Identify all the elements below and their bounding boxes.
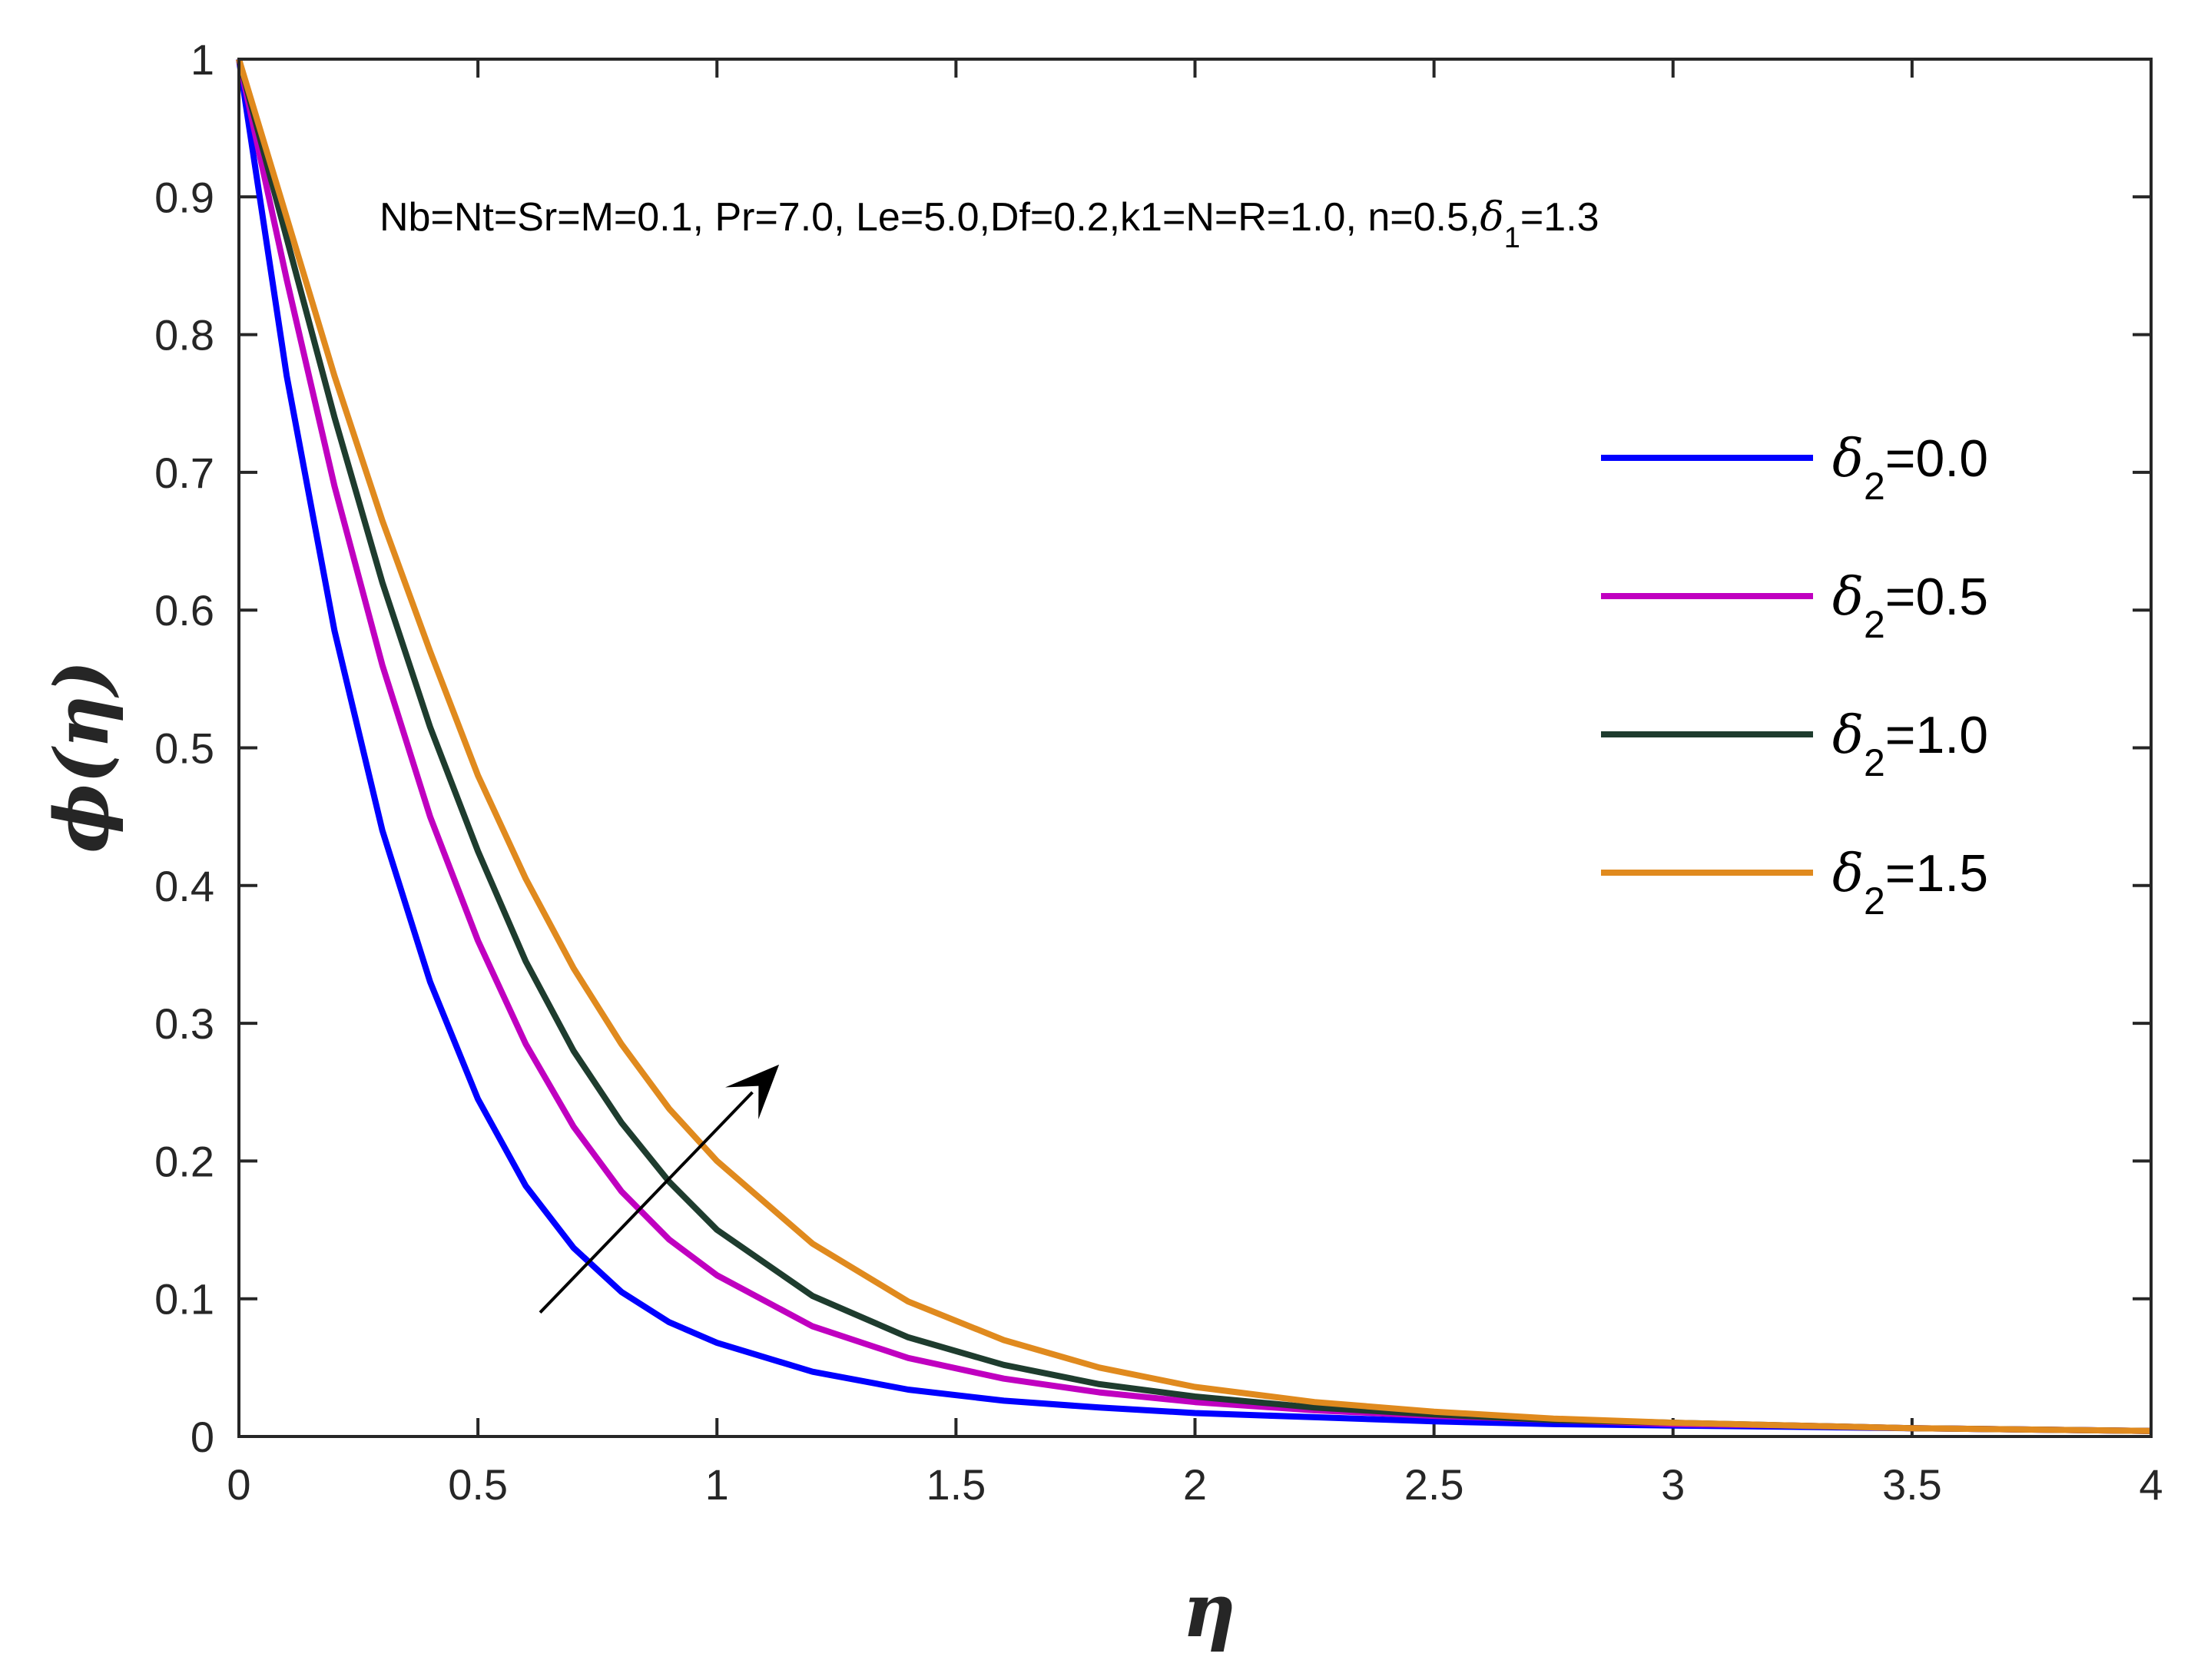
legend: δ2=0.0 δ2=0.5 δ2=1.0 δ2=1.5 bbox=[1601, 429, 1988, 923]
x-tick-label: 0 bbox=[227, 1460, 250, 1509]
x-tick-label: 0.5 bbox=[448, 1460, 508, 1509]
y-tick-label: 0.9 bbox=[154, 173, 214, 221]
y-tick-label: 0.2 bbox=[154, 1137, 214, 1185]
legend-label-1: δ2=0.5 bbox=[1832, 567, 1988, 646]
y-tick-label: 0.7 bbox=[154, 449, 214, 497]
x-tick-label: 3 bbox=[1661, 1460, 1685, 1509]
y-tick-label: 0.6 bbox=[154, 586, 214, 635]
plot-frame bbox=[237, 58, 2153, 1438]
series-line-3 bbox=[236, 58, 2152, 1434]
y-tick-label: 0 bbox=[191, 1413, 214, 1461]
trend-arrow-head bbox=[725, 1064, 780, 1120]
y-tick-label: 0.8 bbox=[154, 311, 214, 360]
y-axis-label: ϕ(η) bbox=[38, 660, 125, 853]
trend-arrow-line bbox=[539, 1091, 754, 1314]
y-tick-label: 0.3 bbox=[154, 999, 214, 1048]
x-tick-label: 1 bbox=[705, 1460, 729, 1509]
x-tick-label: 3.5 bbox=[1882, 1460, 1942, 1509]
y-tick-label: 1 bbox=[191, 35, 214, 84]
y-tick-label: 0.5 bbox=[154, 724, 214, 773]
y-tick-label: 0.1 bbox=[154, 1275, 214, 1324]
x-axis-label: η bbox=[1182, 1567, 1236, 1654]
legend-label-2: δ2=1.0 bbox=[1832, 705, 1988, 784]
x-tick-label: 2.5 bbox=[1404, 1460, 1464, 1509]
legend-label-0: δ2=0.0 bbox=[1832, 429, 1988, 508]
x-tick-label: 2 bbox=[1183, 1460, 1207, 1509]
series-lines bbox=[236, 58, 2152, 1434]
trend-arrow bbox=[539, 1064, 780, 1314]
legend-label-3: δ2=1.5 bbox=[1832, 843, 1988, 923]
y-tick-label: 0.4 bbox=[154, 862, 214, 910]
tick-labels: 0 0.5 1 1.5 2 2.5 3 3.5 4 0 0.1 0.2 0.3 0.4 0.5 0.6 0.7 0… bbox=[154, 35, 2163, 1509]
x-tick-label: 1.5 bbox=[926, 1460, 986, 1509]
x-tick-label: 4 bbox=[2139, 1460, 2163, 1509]
parameter-annotation: Nb=Nt=Sr=M=0.1, Pr=7.0, Le=5.0,Df=0.2,k1… bbox=[380, 194, 1599, 254]
